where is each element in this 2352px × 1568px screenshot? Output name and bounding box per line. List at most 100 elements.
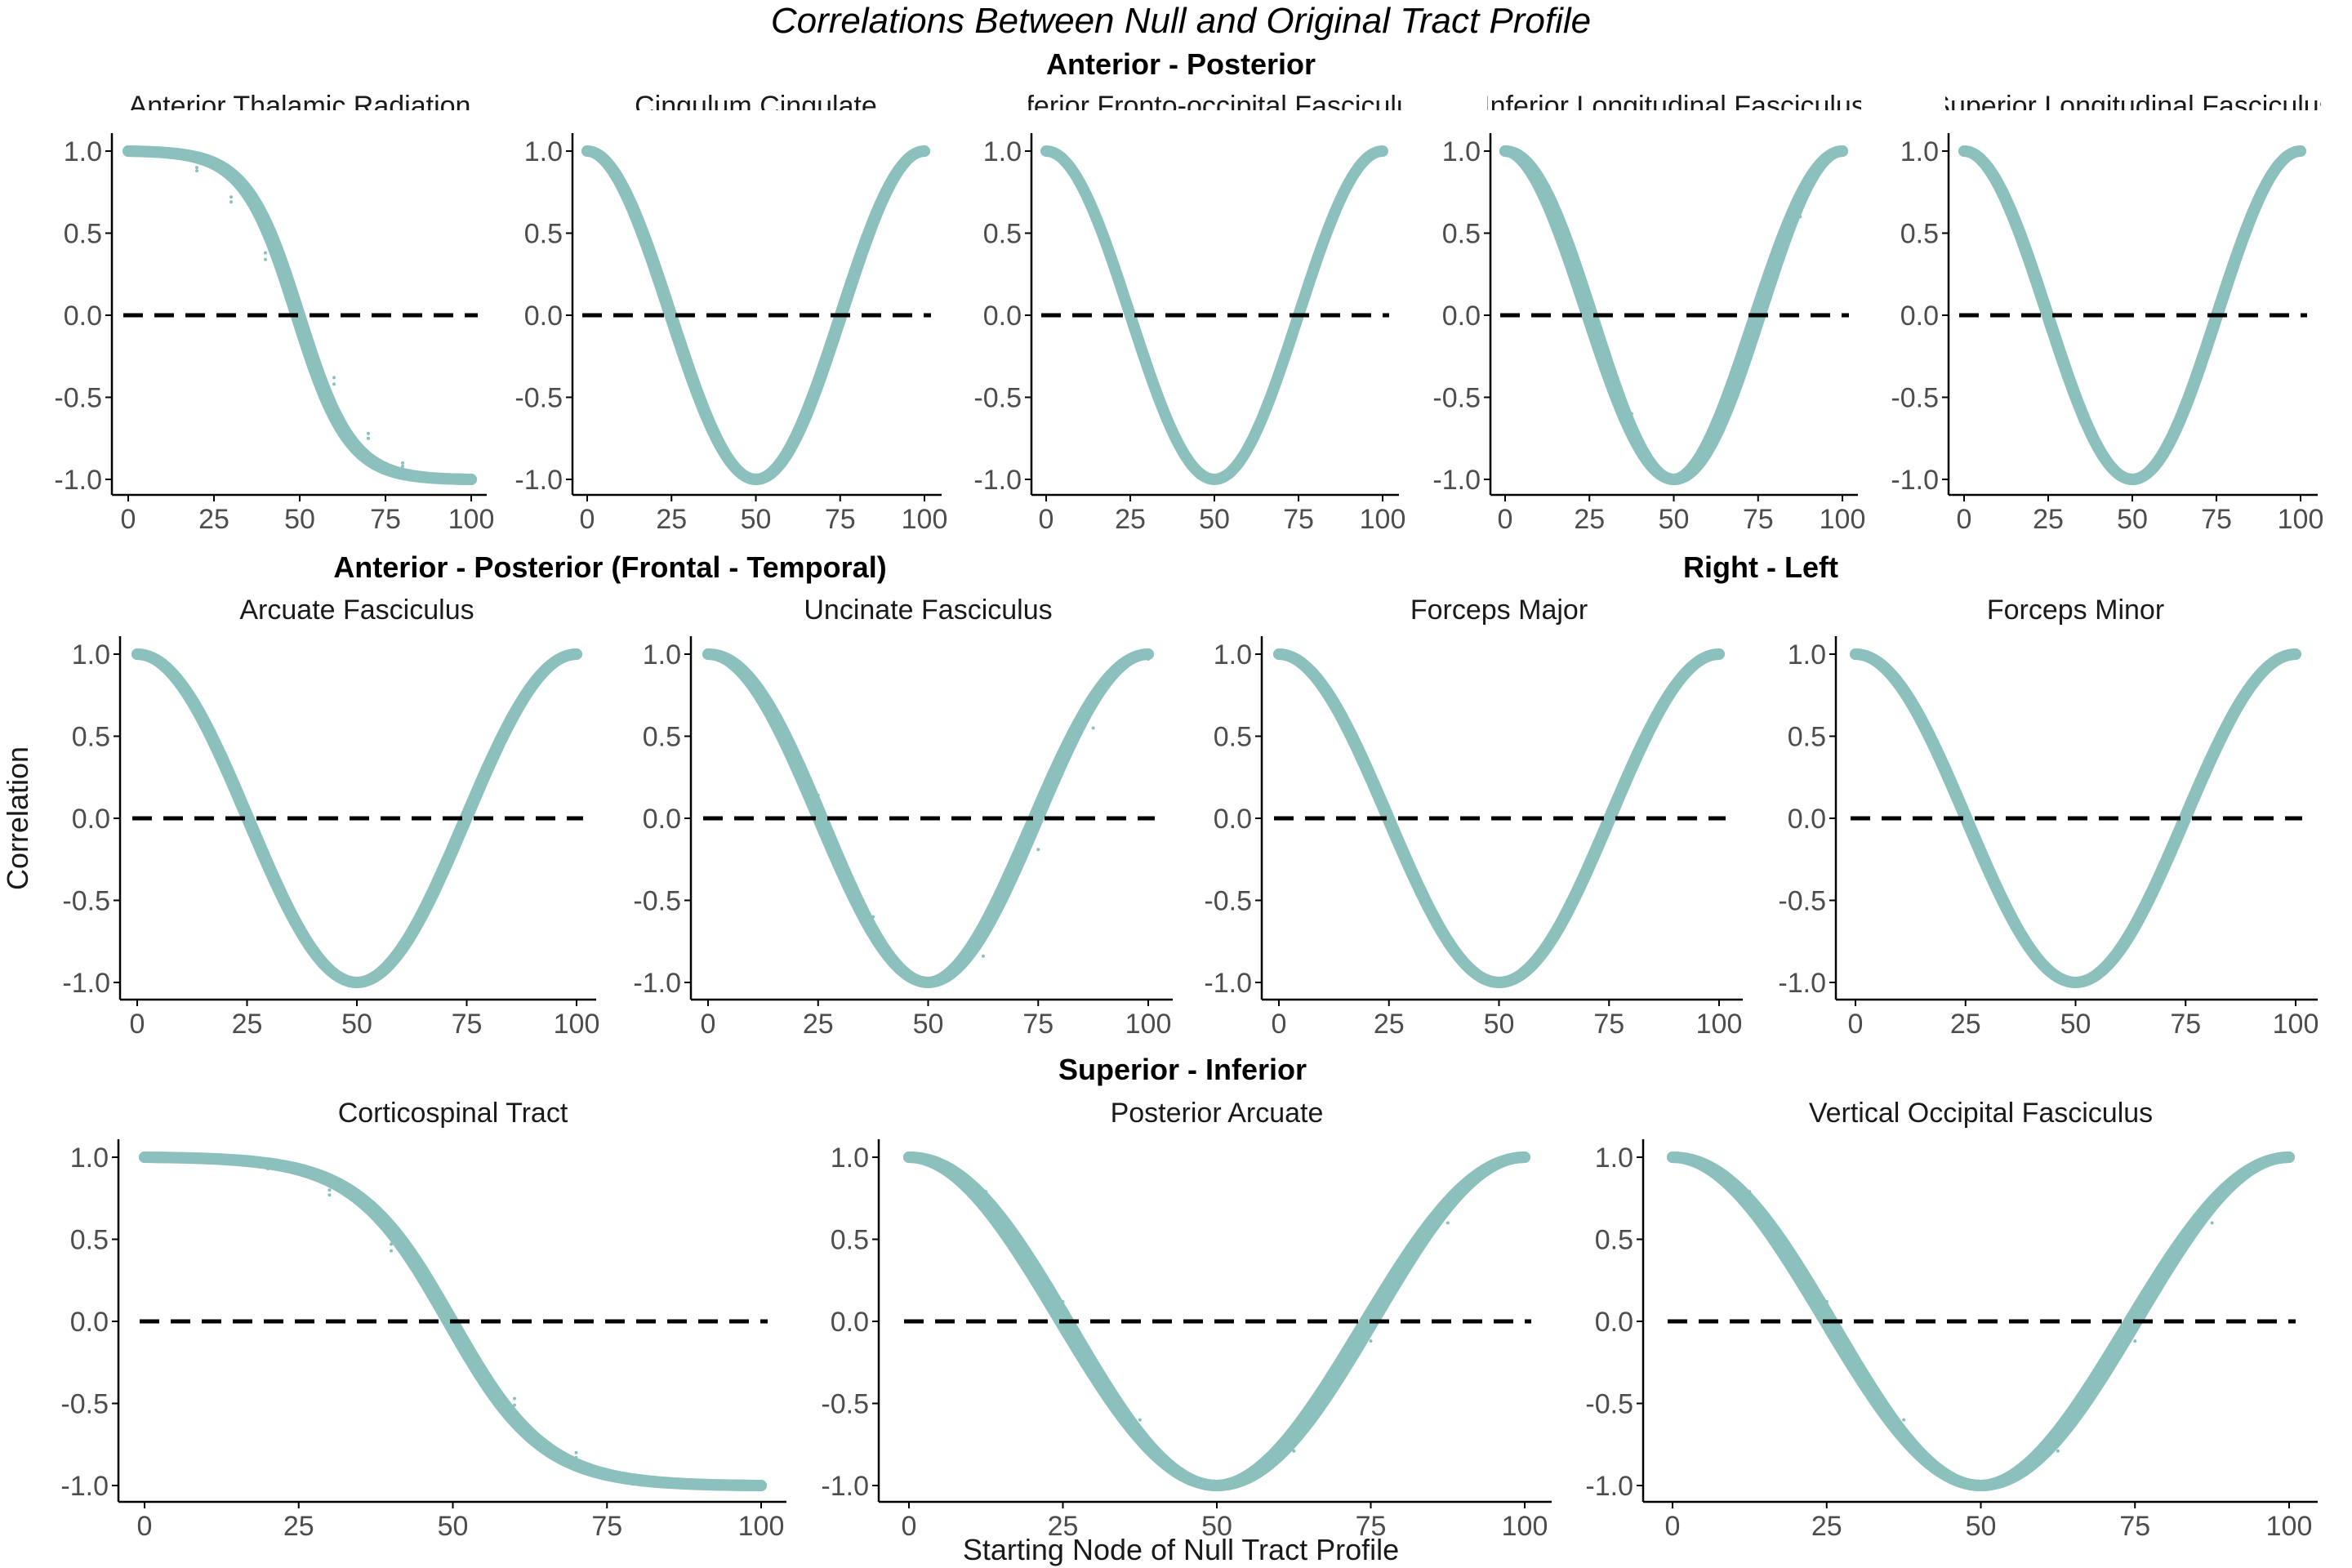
data-point (1045, 149, 1048, 153)
x-tick-label: 50 (913, 1009, 944, 1040)
data-point (984, 1190, 988, 1194)
x-tick-label: 100 (1696, 1009, 1743, 1040)
data-point (636, 1476, 639, 1479)
data-point (229, 195, 233, 199)
y-tick-label: 1.0 (1788, 639, 1826, 670)
data-point (1588, 293, 1592, 297)
data-point (470, 478, 473, 481)
x-tick-label: 100 (1502, 1511, 1548, 1542)
data-point (300, 928, 304, 932)
y-tick-label: 1.0 (1595, 1143, 1633, 1174)
data-point (923, 149, 926, 153)
x-tick-label: 50 (438, 1511, 469, 1542)
data-point (1671, 1156, 1674, 1159)
data-point (1215, 1484, 1218, 1487)
data-point (401, 461, 404, 465)
x-tick-label: 75 (1593, 1009, 1624, 1040)
data-point (1061, 1299, 1065, 1303)
y-tick-label: 0.5 (64, 219, 102, 250)
group-label-right-left: Right - Left (1683, 550, 1838, 584)
y-tick-label: 0.0 (1900, 301, 1939, 332)
y-tick-label: -0.5 (1204, 886, 1252, 917)
data-point (697, 1482, 702, 1486)
data-point (1523, 1156, 1526, 1159)
data-point (298, 320, 301, 323)
panel-corticospinal-tract: Corticospinal Tract 1.0 0.5 0.0 -0.5 -1.0 0 25 5… (60, 1098, 786, 1542)
data-point (574, 1455, 578, 1459)
x-tick-label: 0 (1039, 504, 1054, 535)
x-tick-label: 100 (448, 504, 495, 535)
data-point (670, 323, 674, 327)
y-tick-label: 0.0 (1442, 301, 1481, 332)
series-line-anterior-thalamic-radiation-2 (122, 145, 477, 485)
data-point (451, 1326, 455, 1330)
data-point (1147, 657, 1150, 661)
data-point (1979, 1484, 1983, 1487)
data-point (2210, 1221, 2214, 1225)
data-point (760, 1484, 763, 1487)
x-tick-label: 75 (1356, 1511, 1387, 1542)
data-point (871, 915, 875, 919)
x-tick-label: 0 (1272, 1009, 1287, 1040)
data-point (1672, 478, 1676, 481)
data-point (229, 200, 233, 204)
y-tick-label: -0.5 (54, 383, 102, 414)
y-tick-label: 0.5 (1442, 219, 1481, 250)
panel-vertical-occipital-fasciculus: Vertical Occipital Fasciculus 1.0 0.5 0.0 -0… (1585, 1098, 2318, 1542)
y-tick-label: 0.5 (983, 219, 1022, 250)
data-point (264, 251, 267, 255)
panel-inferior-fronto-occipital-fasciculus: Inferior Fronto-occipital Fasciculus 1.0 0… (973, 91, 1405, 535)
y-tick-label: 1.0 (72, 639, 110, 670)
data-point (796, 421, 800, 425)
y-tick-label: 0.0 (524, 301, 563, 332)
data-point (2004, 202, 2008, 206)
data-point (143, 1156, 146, 1159)
x-tick-label: 0 (701, 1009, 716, 1040)
panel-title-uncinate-fasciculus: Uncinate Fasciculus (804, 595, 1052, 626)
y-tick-label: 0.5 (1788, 722, 1826, 753)
data-point (401, 464, 404, 468)
data-point (1841, 149, 1844, 153)
panel-title-cingulum-cingulate: Cingulum Cingulate (635, 91, 877, 122)
data-point (327, 1193, 332, 1197)
x-tick-label: 0 (1665, 1511, 1681, 1542)
y-tick-label: -0.5 (1432, 383, 1481, 414)
y-tick-label: -1.0 (1432, 465, 1481, 496)
data-point (1824, 1299, 1829, 1303)
data-point (1036, 848, 1040, 852)
data-point (161, 154, 164, 158)
y-tick-label: -1.0 (1891, 465, 1939, 496)
x-tick-label: 50 (1201, 1511, 1232, 1542)
data-point (2056, 1441, 2060, 1445)
x-tick-label: 75 (1743, 504, 1774, 535)
y-tick-label: -1.0 (60, 1471, 109, 1502)
data-point (575, 653, 578, 656)
data-point (754, 478, 758, 481)
data-point (435, 476, 439, 479)
data-point (327, 1188, 332, 1192)
x-tick-label: 100 (902, 504, 948, 535)
data-point (1332, 705, 1336, 709)
data-point (332, 376, 336, 380)
panels: Anterior Thalamic Radiation 1.0 0.5 0.0 -0.5… (54, 91, 2323, 1542)
data-point (1717, 653, 1721, 656)
data-point (2088, 433, 2092, 437)
data-point (711, 436, 715, 440)
y-tick-label: -1.0 (1778, 968, 1826, 999)
x-tick-label: 50 (341, 1009, 372, 1040)
group-label-frontal-temporal: Anterior - Posterior (Frontal - Temporal… (333, 550, 886, 584)
y-tick-label: 1.0 (70, 1143, 109, 1174)
data-point (1138, 1418, 1142, 1422)
x-tick-label: 25 (1048, 1511, 1079, 1542)
panel-cingulum-cingulate: Cingulum Cingulate 1.0 0.5 0.0 -0.5 -1.0 0 25 50… (514, 91, 947, 535)
data-point (1962, 149, 1966, 153)
panel-superior-longitudinal-fasciculus: Superior Longitudinal Fasciculus 1.0 0.5 0.… (1891, 91, 2323, 535)
panel-forceps-major: Forceps Major 1.0 0.5 0.0 -0.5 -1.0 0 25 50 75 100 (1204, 595, 1743, 1040)
data-point (1552, 928, 1556, 932)
data-point (1798, 215, 1802, 219)
x-tick-label: 50 (1199, 504, 1230, 535)
y-tick-label: -1.0 (1204, 968, 1252, 999)
x-tick-label: 75 (370, 504, 401, 535)
y-tick-label: 0.0 (643, 804, 681, 835)
